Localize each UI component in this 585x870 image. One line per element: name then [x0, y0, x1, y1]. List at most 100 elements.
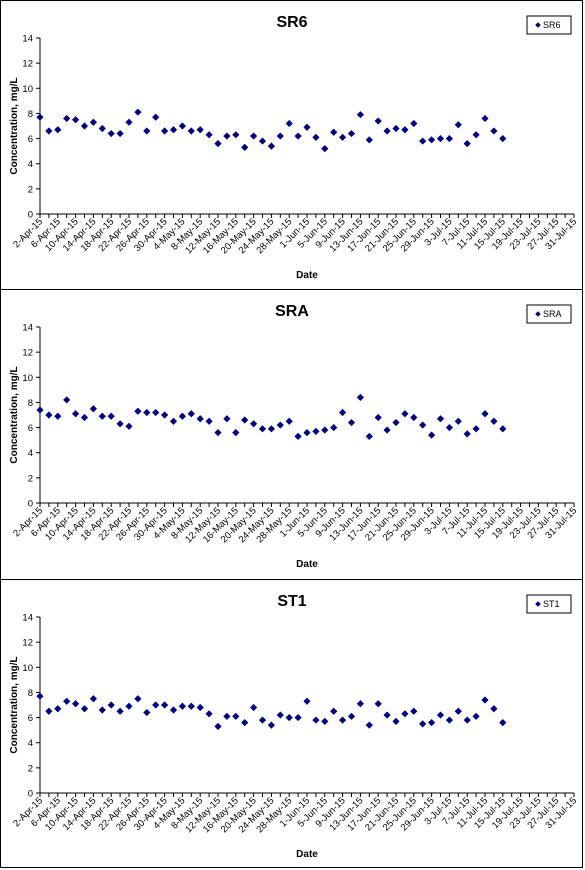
data-point [63, 396, 71, 404]
data-point [276, 132, 284, 140]
data-point [125, 422, 133, 430]
data-point [356, 111, 364, 119]
data-point [285, 119, 293, 128]
data-point [89, 405, 97, 413]
x-axis-title: Date [296, 559, 318, 570]
data-point [374, 413, 382, 422]
data-point [205, 710, 213, 718]
data-point [36, 692, 44, 700]
chart-panel-st1: ST1 0 2 4 6 8 10 12 14 2-Apr-15 6-Apr-15 10-Apr-15 1… [0, 579, 583, 868]
legend-box [526, 15, 572, 35]
data-point [294, 713, 302, 722]
data-point [196, 126, 204, 134]
data-point [463, 140, 471, 148]
data-point [54, 412, 62, 420]
y-tick-label: 4 [28, 738, 33, 749]
data-point [214, 722, 222, 730]
data-point [178, 702, 186, 710]
data-point [161, 127, 169, 135]
data-point [241, 416, 249, 424]
data-point [481, 696, 489, 704]
legend-label: SRA [543, 309, 562, 319]
data-point [339, 408, 347, 417]
data-point [187, 410, 195, 418]
data-point [45, 707, 53, 715]
data-point [205, 417, 213, 425]
legend: ST1 [526, 594, 572, 614]
data-point [383, 426, 391, 434]
data-point [152, 408, 160, 417]
data-point [125, 118, 133, 126]
data-point [499, 719, 507, 727]
data-point [134, 108, 142, 116]
data-point [463, 716, 471, 724]
data-point [267, 425, 275, 433]
y-tick-label: 4 [28, 448, 33, 459]
data-point [454, 417, 462, 425]
data-point [214, 429, 222, 437]
data-point [63, 114, 71, 123]
data-point [276, 711, 284, 719]
data-point [436, 134, 445, 143]
data-point [196, 703, 204, 712]
legend-marker [535, 601, 541, 607]
data-point [98, 124, 106, 133]
data-point [45, 411, 53, 419]
data-point [374, 117, 382, 125]
data-point [410, 707, 418, 715]
data-point [436, 415, 445, 423]
y-tick-label: 4 [28, 159, 33, 170]
chart-title: SR6 [276, 14, 307, 31]
data-point [250, 420, 258, 428]
data-point [267, 142, 275, 150]
chart-title: ST1 [277, 593, 306, 610]
data-point [410, 413, 418, 422]
data-point [330, 707, 338, 715]
legend-label: SR6 [543, 20, 561, 30]
data-point [72, 116, 80, 124]
data-point [445, 423, 453, 432]
y-tick-label: 8 [28, 109, 33, 120]
data-point [232, 712, 240, 720]
x-axis-title: Date [296, 849, 318, 860]
data-point [223, 415, 231, 423]
data-point [205, 131, 213, 139]
data-point [410, 119, 418, 128]
data-point [312, 133, 320, 141]
data-point [303, 123, 311, 131]
data-point [116, 420, 124, 428]
data-point [267, 721, 275, 729]
data-point [356, 393, 364, 401]
data-point [98, 706, 106, 714]
legend-box [526, 304, 572, 324]
y-tick-label: 12 [22, 59, 33, 70]
data-point [392, 717, 400, 725]
data-point [463, 430, 471, 438]
chart-svg-sr6: SR6024681012142-Apr-156-Apr-1510-Apr-151… [9, 14, 579, 281]
data-point [490, 417, 498, 425]
data-point [365, 432, 373, 440]
x-axis-title: Date [296, 270, 318, 281]
chart-svg-sra: SRA024681012142-Apr-156-Apr-1510-Apr-151… [9, 303, 579, 570]
data-point [54, 126, 62, 134]
data-point [428, 719, 436, 727]
data-point [445, 134, 453, 143]
data-point [258, 137, 267, 145]
data-point [347, 129, 356, 138]
data-point [445, 716, 453, 724]
data-point [36, 113, 44, 121]
data-point [321, 145, 329, 153]
y-axis-title: Concentration, mg/L [9, 77, 20, 174]
data-point [178, 412, 186, 420]
y-tick-label: 8 [28, 688, 33, 699]
data-point [134, 695, 142, 703]
data-point [223, 712, 231, 720]
data-point [419, 421, 427, 429]
y-tick-label: 8 [28, 398, 33, 409]
data-point [472, 712, 480, 720]
y-tick-label: 14 [22, 323, 33, 334]
data-point [161, 411, 169, 419]
data-point [116, 129, 124, 138]
y-tick-label: 14 [22, 34, 33, 45]
data-point [490, 127, 498, 135]
